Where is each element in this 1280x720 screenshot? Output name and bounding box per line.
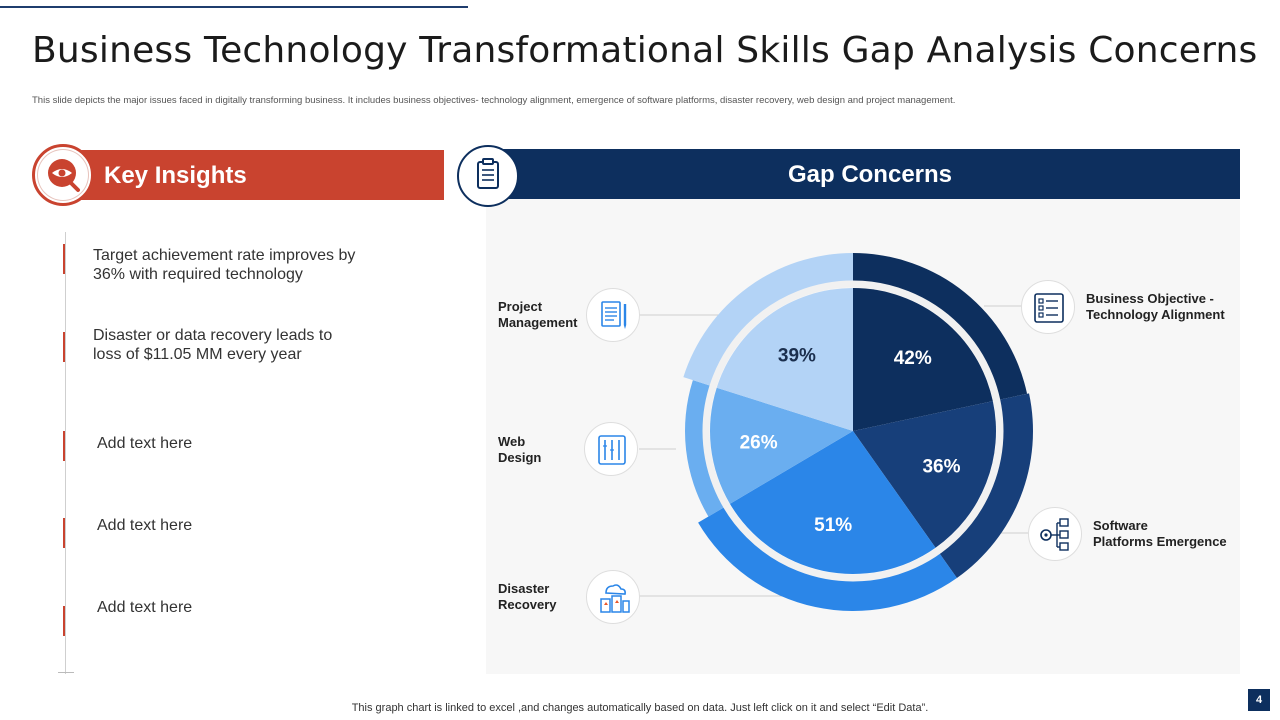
pie-slice[interactable] xyxy=(729,431,936,574)
icon-holder xyxy=(586,288,640,342)
insight-text: Add text here xyxy=(97,517,193,534)
timeline-marker xyxy=(63,606,65,636)
insight-text: 36% with required technology xyxy=(93,266,303,283)
label-disaster-recovery: Disaster Recovery xyxy=(498,581,557,612)
icon-holder xyxy=(586,570,640,624)
gap-concerns-icon-holder xyxy=(457,145,519,207)
pie-slice[interactable] xyxy=(716,288,853,431)
key-insights-icon-holder xyxy=(38,150,88,200)
outer-ring-segment[interactable] xyxy=(683,253,853,386)
icon-holder xyxy=(1021,280,1075,334)
label-project-management: Project Management xyxy=(498,299,578,330)
insight-item: Add text here xyxy=(97,516,192,535)
insight-item: Add text here xyxy=(97,434,192,453)
icon-holder xyxy=(1028,507,1082,561)
outer-ring-segment[interactable] xyxy=(685,380,724,517)
page-title: Business Technology Transformational Ski… xyxy=(32,30,1258,71)
pie-slice[interactable] xyxy=(853,401,996,548)
icon-holder xyxy=(584,422,638,476)
network-gear-icon xyxy=(1040,518,1069,551)
insight-text: Disaster or data recovery leads to xyxy=(93,327,333,344)
pie-slice[interactable] xyxy=(710,387,853,504)
outer-ring-segment[interactable] xyxy=(698,507,957,611)
top-rule xyxy=(0,6,468,8)
key-insights-header xyxy=(62,150,444,200)
cloud-building-icon xyxy=(600,584,630,613)
pie-separator-ring xyxy=(702,280,1004,582)
label-business-objective: Business Objective - Technology Alignmen… xyxy=(1086,291,1225,322)
page-subtitle: This slide depicts the major issues face… xyxy=(32,95,956,106)
insight-text: Target achievement rate improves by xyxy=(93,247,356,264)
timeline-marker xyxy=(63,332,65,362)
document-pen-icon xyxy=(601,301,627,329)
insight-text: Add text here xyxy=(97,435,193,452)
insight-item: Target achievement rate improves by 36% … xyxy=(93,246,355,284)
outer-ring-segment[interactable] xyxy=(939,393,1033,578)
timeline-line xyxy=(65,232,66,674)
timeline-marker xyxy=(63,518,65,548)
key-insights-title: Key Insights xyxy=(104,162,247,189)
gap-concerns-chart[interactable]: 42% 36% 51% 26% 39% xyxy=(486,198,1240,674)
design-tools-icon xyxy=(598,435,626,465)
insight-text: loss of $11.05 MM every year xyxy=(93,346,302,363)
eye-search-icon xyxy=(48,159,80,192)
gap-concerns-title: Gap Concerns xyxy=(787,161,953,188)
label-software-platforms: Software Platforms Emergence xyxy=(1093,518,1227,549)
timeline-end xyxy=(58,672,74,673)
label-web-design: Web Design xyxy=(498,434,542,465)
pie-data-label: 26% xyxy=(740,433,778,454)
pie-data-label: 42% xyxy=(894,348,932,369)
insight-text: Add text here xyxy=(97,599,193,616)
page-number: 4 xyxy=(1248,689,1270,711)
pie-data-label: 51% xyxy=(814,515,852,536)
footer-note: This graph chart is linked to excel ,and… xyxy=(351,702,929,714)
pie-slice[interactable] xyxy=(853,288,993,431)
checklist-icon xyxy=(1034,293,1064,323)
outer-ring-segment[interactable] xyxy=(853,253,1028,400)
gap-concerns-header xyxy=(490,149,1240,199)
insight-item: Add text here xyxy=(97,598,192,617)
timeline-marker xyxy=(63,431,65,461)
insight-item: Disaster or data recovery leads to loss … xyxy=(93,326,332,364)
clipboard-icon xyxy=(477,158,499,189)
pie-data-label: 36% xyxy=(922,457,960,478)
pie-data-label: 39% xyxy=(778,345,816,366)
timeline-marker xyxy=(63,244,65,274)
